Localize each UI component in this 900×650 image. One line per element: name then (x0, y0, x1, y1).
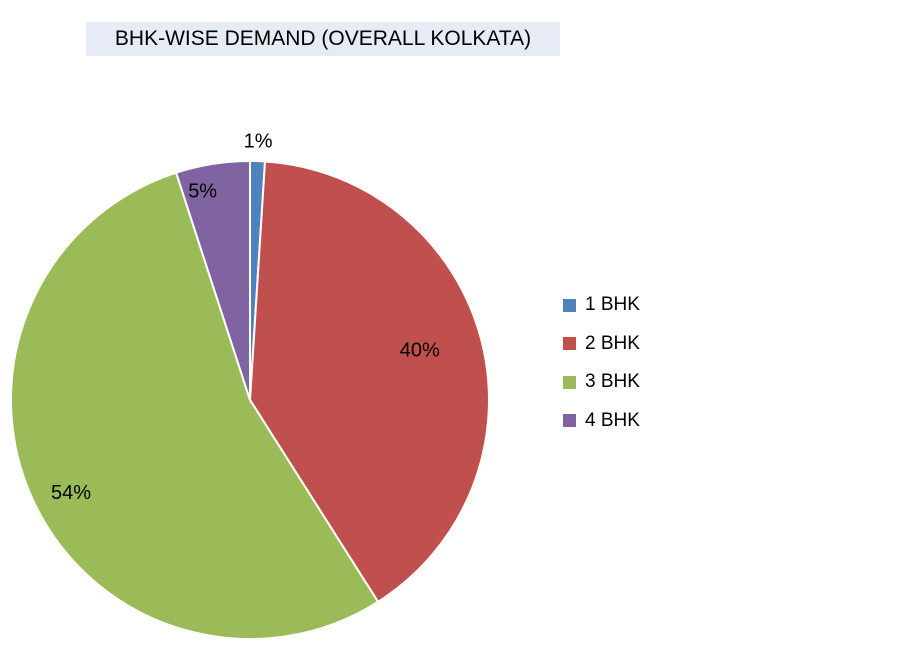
legend-label-2-bhk: 2 BHK (585, 332, 640, 354)
legend-item-1-bhk: 1 BHK (563, 286, 640, 325)
chart-legend: 1 BHK 2 BHK 3 BHK 4 BHK (563, 286, 640, 440)
data-label-1-bhk: 1% (244, 130, 273, 152)
legend-swatch-1-bhk (563, 298, 576, 312)
pie-slices (10, 159, 490, 640)
pie-data-labels: 1% 40% 54% 5% (51, 130, 440, 504)
chart-title: BHK-WISE DEMAND (OVERALL KOLKATA) (114, 27, 532, 50)
legend-item-3-bhk: 3 BHK (563, 363, 640, 402)
data-label-3-bhk: 54% (51, 482, 91, 504)
legend-swatch-2-bhk (563, 337, 576, 351)
legend-swatch-4-bhk (563, 414, 576, 428)
legend-swatch-3-bhk (563, 375, 576, 389)
legend-label-3-bhk: 3 BHK (585, 371, 640, 393)
legend-item-2-bhk: 2 BHK (563, 325, 640, 364)
pie-slice-4-bhk (174, 159, 251, 401)
legend-label-4-bhk: 4 BHK (585, 409, 640, 431)
legend-label-1-bhk: 1 BHK (585, 294, 640, 316)
data-label-2-bhk: 40% (400, 340, 440, 362)
chart-title-box: BHK-WISE DEMAND (OVERALL KOLKATA) (86, 22, 560, 56)
data-label-4-bhk: 5% (188, 181, 217, 203)
pie-slice-2-bhk (248, 160, 490, 604)
legend-item-4-bhk: 4 BHK (563, 402, 640, 441)
pie-slice-3-bhk (10, 171, 380, 640)
